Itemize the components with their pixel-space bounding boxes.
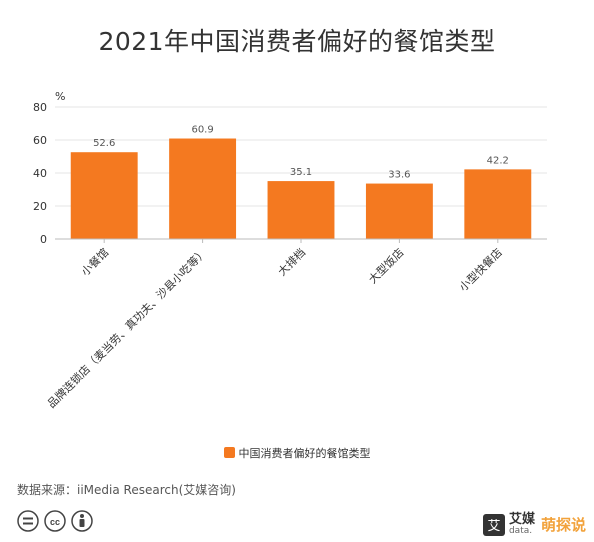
y-tick-label: 80 [33, 101, 47, 114]
y-axis: 0 20 40 60 80% [33, 90, 65, 246]
x-tick-label: 大型饭店 [366, 245, 407, 286]
y-tick-label: 20 [33, 200, 47, 213]
data-label: 35.1 [290, 167, 312, 178]
cc-equal-icon [17, 510, 39, 532]
watermark: 萌探说 [540, 516, 586, 534]
bars: 52.6 60.9 35.1 33.6 42.2 [70, 125, 532, 239]
bar[interactable] [267, 181, 335, 239]
source-note: 数据来源：iiMedia Research(艾媒咨询) [17, 483, 236, 497]
brand-logo: 艾 艾媒 data. 萌探说 [482, 512, 586, 536]
cc-person-icon [71, 510, 93, 532]
svg-text:cc: cc [50, 517, 60, 527]
brand-logo-icon: 艾 [482, 513, 505, 536]
y-tick-label: 40 [33, 167, 47, 180]
x-tick-label: 大排档 [275, 245, 308, 278]
brand-url: data. [508, 526, 533, 536]
license-icons: cc [17, 510, 93, 532]
legend-label: 中国消费者偏好的餐馆类型 [238, 447, 371, 460]
x-tick-label: 小餐馆 [78, 245, 111, 278]
data-label: 42.2 [487, 155, 509, 166]
data-label: 33.6 [388, 170, 410, 181]
y-axis-unit: % [55, 90, 65, 103]
legend[interactable]: 中国消费者偏好的餐馆类型 [0, 445, 594, 461]
y-tick-label: 0 [40, 233, 47, 246]
x-tick-label: 品牌连锁店（麦当劳、真功夫、沙县小吃等） [44, 245, 209, 410]
bar[interactable] [464, 169, 532, 239]
bar[interactable] [365, 183, 433, 239]
bar-chart: 0 20 40 60 80% 52.6 60.9 35.1 33.6 42.2 小餐馆品牌连锁店… [33, 90, 547, 411]
cc-icon: cc [44, 510, 66, 532]
x-tick-label: 小型快餐店 [456, 245, 505, 294]
data-label: 52.6 [93, 138, 115, 149]
y-tick-label: 60 [33, 134, 47, 147]
brand-name: 艾媒 [508, 512, 535, 527]
bar[interactable] [70, 152, 138, 239]
legend-swatch [223, 447, 235, 458]
data-label: 60.9 [191, 125, 213, 136]
chart-title: 2021年中国消费者偏好的餐馆类型 [98, 27, 496, 56]
bar[interactable] [169, 138, 237, 239]
